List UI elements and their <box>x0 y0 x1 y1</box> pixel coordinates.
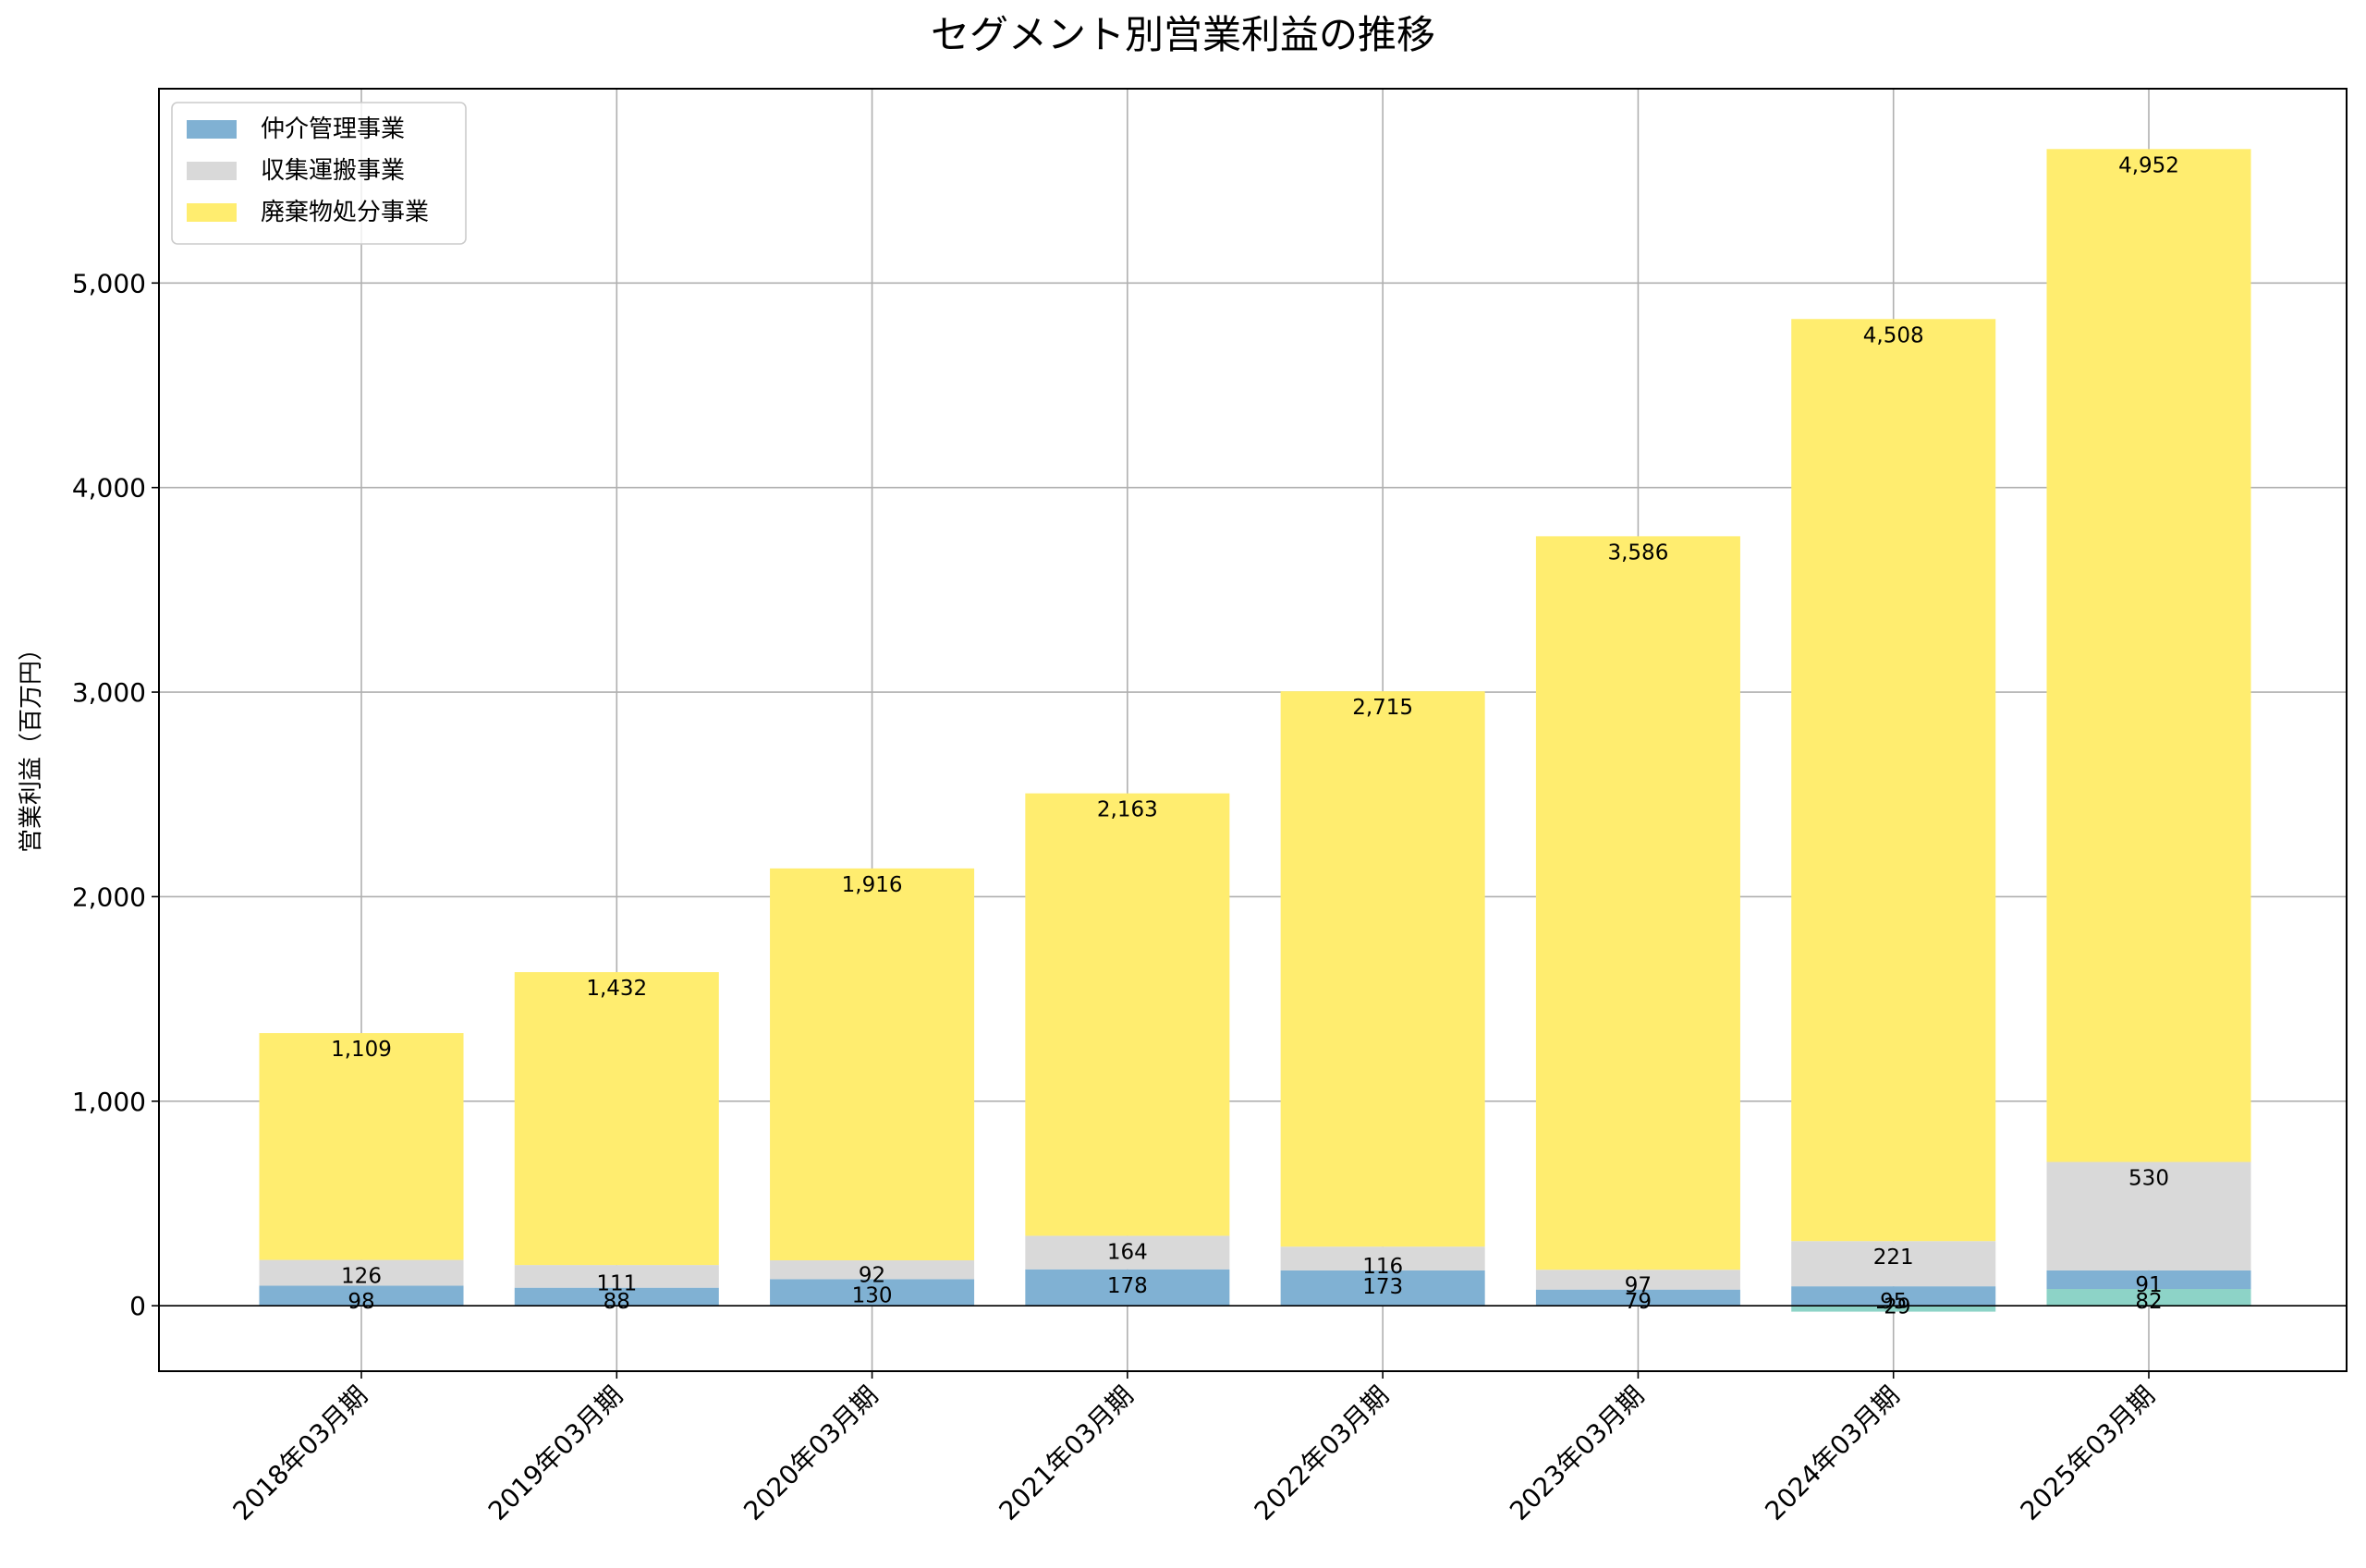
legend-swatch <box>187 120 237 139</box>
bar-segment <box>2046 149 2251 1162</box>
bar-segment <box>514 1265 719 1288</box>
data-label: 97 <box>1625 1274 1652 1298</box>
bar-segment <box>514 972 719 1266</box>
y-tick-label: 1,000 <box>72 1087 146 1117</box>
legend-swatch <box>187 162 237 180</box>
x-tick-label: 2023年03月期 <box>1504 1380 1650 1526</box>
chart-title: セグメント別営業利益の推移 <box>931 12 1435 57</box>
data-label: 92 <box>859 1263 885 1287</box>
bar-segment <box>1280 1246 1485 1270</box>
x-tick-label: 2018年03月期 <box>227 1380 373 1526</box>
y-axis-label: 営業利益（百万円） <box>18 637 45 853</box>
data-label: 4,508 <box>1863 323 1924 347</box>
bar-segment <box>1025 1269 1230 1307</box>
y-tick-label: 0 <box>129 1291 146 1321</box>
legend-box <box>171 102 467 245</box>
data-label: 221 <box>1873 1246 1914 1270</box>
bar-segment <box>259 1259 464 1286</box>
bar-segment <box>2046 1161 2251 1270</box>
y-tick-label: 3,000 <box>72 677 146 708</box>
y-tick-label: 4,000 <box>72 473 146 504</box>
data-label: 2,163 <box>1097 798 1158 822</box>
data-label: 95 <box>1880 1290 1907 1314</box>
data-label: 4,952 <box>2118 153 2179 177</box>
data-label: 79 <box>1625 1290 1652 1314</box>
x-tick-label: 2024年03月期 <box>1759 1380 1905 1526</box>
legend-swatch <box>187 203 237 222</box>
bar-segment <box>514 1287 719 1307</box>
data-label: 130 <box>852 1283 893 1307</box>
legend-label: 仲介管理事業 <box>261 115 405 143</box>
data-label: 1,109 <box>331 1038 392 1062</box>
data-label: 126 <box>341 1265 382 1289</box>
bar-segment <box>1025 793 1230 1236</box>
data-label: 82 <box>2135 1290 2162 1314</box>
data-label: 3,586 <box>1607 541 1668 565</box>
data-label: 111 <box>596 1272 637 1296</box>
x-tick-label: 2022年03月期 <box>1249 1380 1395 1526</box>
bar-segment <box>1791 1286 1996 1307</box>
bar-segment <box>1535 1270 1740 1290</box>
x-tick-label: 2025年03月期 <box>2015 1380 2161 1526</box>
bar-segment <box>259 1033 464 1260</box>
legend-label: 廃棄物処分事業 <box>261 199 429 226</box>
data-label: 173 <box>1362 1275 1403 1299</box>
bar-segment <box>770 868 975 1261</box>
bar-segment <box>1280 691 1485 1247</box>
y-tick-label: 5,000 <box>72 268 146 298</box>
grid-lines <box>159 89 2347 1371</box>
bar-segment <box>2046 1289 2251 1307</box>
data-label: 1,432 <box>586 977 647 1001</box>
x-tick-label: 2020年03月期 <box>738 1380 884 1526</box>
bars <box>259 149 2251 1312</box>
data-label: -29 <box>1876 1295 1911 1319</box>
plot-frame <box>158 88 2348 1372</box>
bar-segment <box>259 1285 464 1307</box>
data-label: 178 <box>1107 1274 1148 1298</box>
bar-segment <box>1280 1270 1485 1307</box>
bar-segment <box>2046 1270 2251 1290</box>
data-label: 88 <box>604 1290 630 1314</box>
y-tick-label: 2,000 <box>72 881 146 912</box>
bar-segment <box>1791 1241 1996 1287</box>
data-label: 530 <box>2128 1167 2169 1191</box>
data-label: 98 <box>348 1290 374 1314</box>
data-label: 116 <box>1362 1255 1403 1279</box>
bar-segment <box>1791 1306 1996 1312</box>
data-label: 1,916 <box>842 873 903 897</box>
bar-segment <box>1791 319 1996 1242</box>
bar-segment <box>1025 1235 1230 1270</box>
bar-segment <box>770 1279 975 1307</box>
bar-segment <box>770 1260 975 1280</box>
data-label: 2,715 <box>1352 696 1413 720</box>
bar-segment <box>1535 536 1740 1270</box>
x-tick-label: 2019年03月期 <box>482 1380 628 1526</box>
bar-segment <box>1535 1289 1740 1307</box>
x-tick-label: 2021年03月期 <box>993 1380 1139 1526</box>
data-label: 91 <box>2135 1273 2162 1297</box>
legend-label: 収集運搬事業 <box>261 157 405 185</box>
data-label: 164 <box>1107 1240 1148 1264</box>
